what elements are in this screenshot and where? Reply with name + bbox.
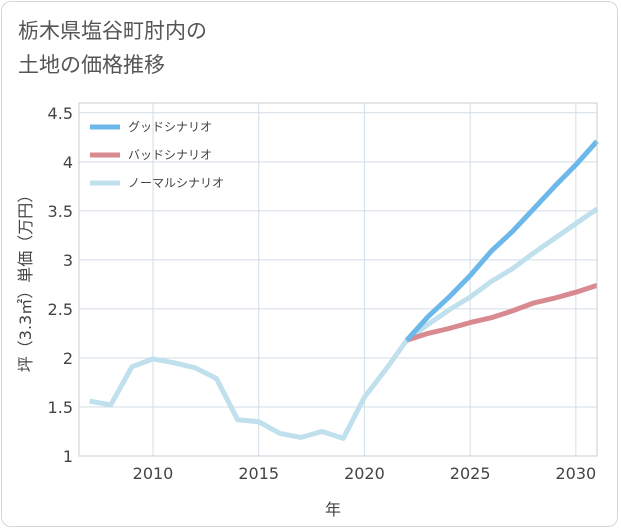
tick-labels: 2010 2015 2020 2025 2030 1 1.5 2 2.5 3 3.5 4 4.5: [48, 104, 597, 483]
chart-title-line-1: 栃木県塩谷町肘内の: [18, 19, 207, 43]
y-tick-label: 1.5: [48, 398, 73, 417]
legend-label: バッドシナリオ: [128, 148, 212, 162]
x-tick-label: 2025: [450, 464, 491, 483]
y-axis-title: 坪（3.3㎡）単価（万円）: [16, 187, 35, 372]
y-tick-label: 3: [63, 251, 73, 270]
x-tick-label: 2010: [133, 464, 174, 483]
chart-title: 栃木県塩谷町肘内の 土地の価格推移: [18, 14, 207, 82]
x-tick-label: 2030: [555, 464, 596, 483]
y-tick-label: 2.5: [48, 300, 73, 319]
y-tick-label: 4.5: [48, 104, 73, 123]
y-tick-label: 1: [63, 447, 73, 466]
x-axis-title: 年: [325, 500, 341, 519]
x-tick-label: 2020: [344, 464, 385, 483]
x-tick-label: 2015: [238, 464, 279, 483]
y-tick-label: 4: [63, 153, 73, 172]
series-line-1: [405, 283, 598, 343]
chart-title-line-2: 土地の価格推移: [18, 53, 165, 77]
y-tick-label: 2: [63, 349, 73, 368]
plot-border: [78, 102, 598, 457]
series-line-2: [89, 206, 599, 441]
series-lines: [89, 139, 599, 441]
legend-label: ノーマルシナリオ: [128, 176, 224, 190]
legend-label: グッドシナリオ: [128, 120, 212, 134]
series-line-0: [404, 139, 599, 342]
y-tick-label: 3.5: [48, 202, 73, 221]
